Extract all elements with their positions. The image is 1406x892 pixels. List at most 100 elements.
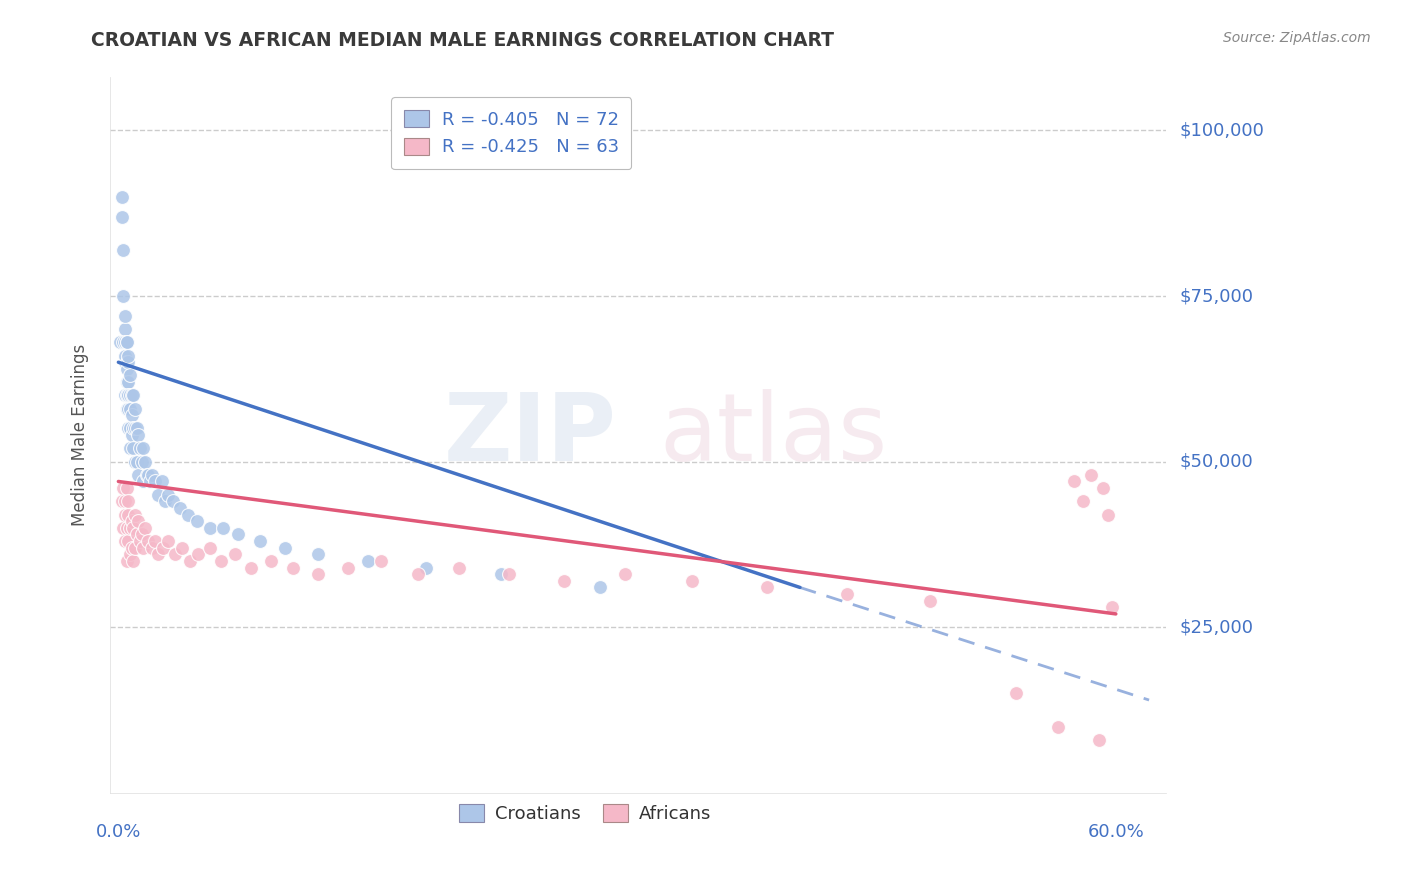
Point	[589, 581, 612, 595]
Point	[117, 349, 139, 363]
Point	[157, 488, 180, 502]
Point	[117, 355, 139, 369]
Point	[124, 541, 146, 555]
Point	[489, 567, 512, 582]
Point	[449, 560, 471, 574]
Point	[118, 442, 141, 456]
Point	[115, 375, 138, 389]
Point	[132, 475, 155, 489]
Point	[125, 421, 148, 435]
Point	[117, 388, 139, 402]
Point	[124, 508, 146, 522]
Point	[134, 454, 156, 468]
Point	[115, 521, 138, 535]
Point	[1080, 467, 1102, 482]
Point	[121, 388, 143, 402]
Point	[118, 388, 141, 402]
Point	[135, 467, 157, 482]
Point	[148, 488, 170, 502]
Text: 0.0%: 0.0%	[96, 823, 141, 841]
Point	[157, 534, 180, 549]
Point	[136, 534, 159, 549]
Point	[124, 454, 146, 468]
Point	[553, 574, 575, 588]
Point	[127, 428, 149, 442]
Point	[122, 554, 145, 568]
Text: 60.0%: 60.0%	[1087, 823, 1144, 841]
Point	[141, 541, 163, 555]
Point	[153, 494, 176, 508]
Point	[121, 541, 143, 555]
Text: $25,000: $25,000	[1180, 618, 1254, 636]
Point	[121, 409, 143, 423]
Point	[370, 554, 392, 568]
Point	[114, 355, 136, 369]
Point	[118, 401, 141, 416]
Point	[1091, 481, 1114, 495]
Point	[112, 335, 135, 350]
Point	[129, 442, 152, 456]
Point	[114, 309, 136, 323]
Point	[112, 289, 135, 303]
Point	[118, 368, 141, 383]
Point	[211, 554, 233, 568]
Point	[111, 210, 134, 224]
Point	[681, 574, 703, 588]
Point	[198, 541, 221, 555]
Point	[115, 335, 138, 350]
Point	[122, 421, 145, 435]
Point	[112, 481, 135, 495]
Point	[131, 454, 153, 468]
Point	[139, 475, 162, 489]
Point	[117, 375, 139, 389]
Point	[1046, 719, 1069, 733]
Point	[115, 355, 138, 369]
Point	[1005, 686, 1028, 700]
Point	[134, 521, 156, 535]
Point	[125, 527, 148, 541]
Point	[240, 560, 263, 574]
Point	[260, 554, 283, 568]
Point	[307, 567, 329, 582]
Point	[187, 547, 209, 561]
Point	[117, 421, 139, 435]
Point	[124, 421, 146, 435]
Point	[122, 388, 145, 402]
Point	[143, 475, 166, 489]
Y-axis label: Median Male Earnings: Median Male Earnings	[72, 344, 89, 526]
Point	[169, 500, 191, 515]
Point	[150, 475, 173, 489]
Text: Source: ZipAtlas.com: Source: ZipAtlas.com	[1223, 31, 1371, 45]
Point	[111, 494, 134, 508]
Point	[835, 587, 858, 601]
Point	[121, 514, 143, 528]
Point	[1097, 508, 1119, 522]
Point	[148, 547, 170, 561]
Point	[111, 189, 134, 203]
Point	[112, 521, 135, 535]
Text: CROATIAN VS AFRICAN MEDIAN MALE EARNINGS CORRELATION CHART: CROATIAN VS AFRICAN MEDIAN MALE EARNINGS…	[91, 31, 834, 50]
Point	[179, 554, 201, 568]
Point	[273, 541, 295, 555]
Point	[115, 362, 138, 376]
Point	[212, 521, 235, 535]
Point	[186, 514, 208, 528]
Point	[198, 521, 221, 535]
Point	[112, 243, 135, 257]
Point	[117, 494, 139, 508]
Point	[115, 335, 138, 350]
Point	[136, 467, 159, 482]
Point	[114, 388, 136, 402]
Point	[918, 593, 941, 607]
Text: $50,000: $50,000	[1180, 452, 1253, 471]
Point	[114, 534, 136, 549]
Point	[307, 547, 329, 561]
Text: ZIP: ZIP	[444, 389, 617, 481]
Point	[117, 534, 139, 549]
Point	[124, 401, 146, 416]
Point	[406, 567, 429, 582]
Point	[498, 567, 520, 582]
Point	[127, 467, 149, 482]
Point	[115, 401, 138, 416]
Point	[152, 541, 174, 555]
